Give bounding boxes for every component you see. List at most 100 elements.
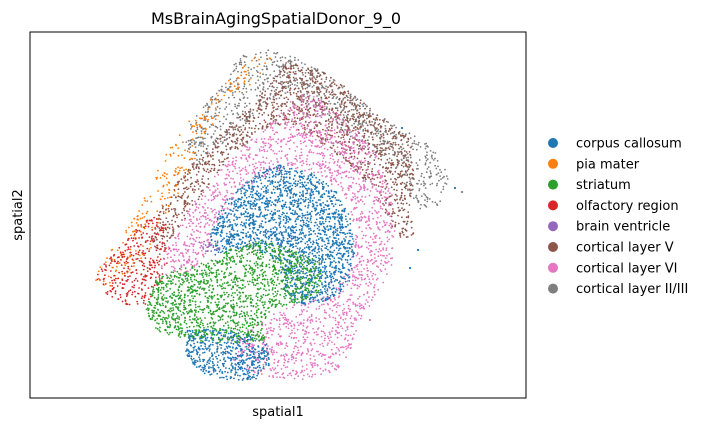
- scatter-point: [146, 219, 149, 222]
- scatter-point: [208, 126, 211, 128]
- scatter-point: [276, 158, 278, 160]
- scatter-point: [348, 129, 351, 132]
- scatter-point: [290, 336, 293, 339]
- scatter-point: [287, 327, 290, 330]
- scatter-point: [315, 239, 318, 242]
- scatter-point: [286, 320, 289, 323]
- scatter-point: [354, 195, 357, 198]
- scatter-point: [279, 341, 282, 344]
- scatter-point: [379, 215, 382, 217]
- scatter-point: [195, 163, 198, 166]
- scatter-point: [420, 183, 423, 186]
- scatter-point: [128, 303, 131, 306]
- scatter-point: [215, 220, 218, 223]
- scatter-point: [320, 171, 323, 174]
- scatter-point: [289, 80, 292, 82]
- scatter-point: [366, 258, 369, 261]
- scatter-point: [146, 267, 149, 269]
- scatter-point: [135, 250, 137, 252]
- scatter-point: [319, 114, 321, 117]
- scatter-point: [183, 241, 186, 244]
- scatter-point: [275, 88, 277, 91]
- scatter-point: [372, 278, 374, 280]
- scatter-point: [203, 163, 206, 165]
- scatter-point: [203, 130, 206, 133]
- scatter-point: [331, 89, 334, 91]
- scatter-point: [344, 157, 347, 160]
- scatter-point: [191, 145, 194, 147]
- scatter-point: [234, 128, 237, 131]
- scatter-point: [201, 181, 204, 184]
- scatter-point: [204, 127, 207, 130]
- scatter-point: [305, 368, 308, 370]
- scatter-point: [294, 84, 296, 86]
- scatter-point: [123, 255, 126, 258]
- scatter-point: [345, 311, 348, 314]
- scatter-point: [276, 51, 279, 54]
- scatter-point: [399, 170, 402, 173]
- scatter-point: [217, 114, 220, 117]
- scatter-point: [401, 181, 404, 184]
- scatter-point: [219, 128, 222, 131]
- scatter-point: [264, 121, 267, 124]
- scatter-point: [409, 153, 412, 156]
- scatter-point: [336, 96, 339, 98]
- scatter-point: [384, 223, 387, 226]
- scatter-point: [309, 82, 312, 85]
- scatter-point: [404, 170, 407, 173]
- scatter-point: [195, 236, 198, 239]
- scatter-point: [333, 129, 336, 131]
- scatter-point: [148, 250, 151, 253]
- scatter-point: [243, 145, 246, 147]
- scatter-point: [347, 189, 350, 192]
- scatter-point: [246, 142, 249, 144]
- scatter-point: [378, 118, 381, 121]
- scatter-point: [316, 80, 319, 83]
- scatter-point: [411, 184, 414, 187]
- scatter-point: [332, 142, 334, 145]
- scatter-point: [183, 259, 186, 262]
- scatter-point: [311, 77, 314, 79]
- scatter-point: [231, 163, 234, 166]
- scatter-point: [371, 121, 373, 123]
- scatter-point: [124, 250, 127, 252]
- scatter-point: [269, 228, 272, 231]
- scatter-point: [309, 100, 312, 103]
- scatter-point: [285, 307, 288, 310]
- scatter-point: [215, 182, 218, 185]
- scatter-point: [328, 339, 331, 342]
- scatter-point: [333, 93, 335, 95]
- scatter-point: [226, 168, 229, 171]
- scatter-point: [306, 373, 309, 376]
- scatter-point: [291, 353, 294, 356]
- scatter-point: [238, 98, 241, 101]
- scatter-point: [287, 60, 290, 63]
- scatter-point: [378, 221, 381, 224]
- scatter-point: [156, 261, 159, 264]
- scatter-point: [212, 148, 214, 151]
- scatter-point: [119, 251, 122, 254]
- scatter-point: [356, 104, 359, 106]
- scatter-point: [405, 163, 407, 166]
- scatter-point: [349, 298, 352, 301]
- scatter-point: [300, 125, 303, 128]
- scatter-point: [323, 109, 325, 112]
- scatter-point: [296, 145, 298, 148]
- scatter-point: [361, 195, 363, 198]
- scatter-point: [358, 160, 361, 163]
- scatter-point: [297, 90, 299, 93]
- scatter-point: [279, 70, 282, 73]
- scatter-point: [425, 157, 427, 159]
- scatter-point: [247, 154, 250, 157]
- scatter-point: [367, 130, 369, 133]
- scatter-point: [174, 237, 177, 240]
- scatter-point: [188, 203, 191, 205]
- scatter-point: [312, 80, 314, 83]
- scatter-point: [255, 53, 257, 56]
- scatter-point: [276, 108, 279, 110]
- scatter-point: [156, 238, 158, 241]
- scatter-point: [198, 144, 200, 147]
- scatter-point: [324, 164, 327, 167]
- scatter-point: [315, 163, 318, 165]
- scatter-point: [197, 183, 200, 185]
